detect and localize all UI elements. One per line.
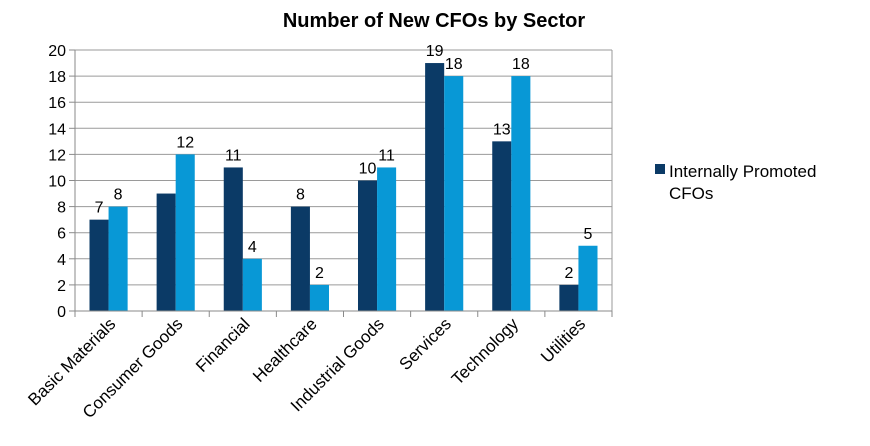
y-tick-label: 20 — [48, 43, 66, 60]
y-tick-label: 8 — [57, 200, 66, 217]
y-tick-label: 18 — [48, 69, 66, 86]
y-tick-label: 2 — [57, 278, 66, 295]
bar-series-1-utilities — [559, 284, 579, 311]
y-tick-label: 16 — [48, 95, 66, 112]
y-tick-label: 4 — [57, 252, 66, 269]
y-tick-label: 10 — [48, 174, 66, 191]
data-label: 18 — [445, 56, 463, 73]
y-axis: 0 2 4 6 8 10 12 14 16 18 20 — [48, 43, 76, 321]
data-label: 8 — [296, 187, 305, 204]
data-label: 18 — [512, 56, 530, 73]
bars: 7 11 8 10 19 13 2 8 12 4 2 11 18 18 5 — [89, 43, 598, 311]
data-label: 2 — [315, 265, 324, 282]
bar-series-2-consumer-goods — [175, 154, 195, 311]
chart-title: Number of New CFOs by Sector — [283, 10, 585, 32]
bar-series-2-healthcare — [309, 284, 330, 311]
y-tick-label: 12 — [48, 147, 66, 164]
legend: Internally Promoted CFOs — [655, 162, 821, 203]
data-label: 8 — [114, 187, 123, 204]
x-tick-label: Utilities — [537, 314, 589, 366]
y-tick-label: 14 — [48, 121, 66, 138]
data-label: 12 — [176, 134, 194, 151]
data-label: 4 — [248, 239, 257, 256]
x-tick-label: Financial — [192, 314, 254, 376]
legend-label: Internally Promoted CFOs — [669, 162, 821, 203]
bar-series-1-industrial-goods — [357, 180, 378, 311]
bar-series-1-financial — [223, 167, 243, 311]
y-tick-label: 0 — [57, 304, 66, 321]
y-tick-label: 6 — [57, 226, 66, 243]
data-label: 7 — [95, 200, 104, 217]
bar-series-2-basic-materials — [108, 206, 128, 311]
bar-series-1-consumer-goods — [156, 193, 176, 311]
bar-series-2-utilities — [578, 245, 598, 311]
bar-series-1-basic-materials — [89, 219, 109, 311]
bar-series-1-healthcare — [290, 206, 310, 311]
bar-series-2-industrial-goods — [377, 167, 397, 311]
bar-series-2-financial — [242, 258, 262, 311]
x-tick-label: Technology — [448, 314, 523, 389]
data-label: 13 — [493, 121, 511, 138]
data-label: 11 — [225, 147, 242, 164]
data-label: 11 — [378, 147, 395, 164]
gridlines — [75, 49, 613, 311]
data-label: 5 — [584, 226, 593, 243]
data-label: 19 — [426, 43, 444, 60]
data-label: 2 — [564, 265, 573, 282]
bar-series-2-technology — [511, 76, 531, 311]
bar-series-1-services — [425, 63, 445, 311]
bar-series-1-technology — [492, 141, 512, 311]
x-tick-label: Healthcare — [249, 314, 321, 386]
data-label: 10 — [359, 161, 377, 178]
bar-series-2-services — [444, 76, 464, 311]
x-tick-label: Services — [395, 314, 455, 374]
legend-swatch — [655, 164, 665, 174]
legend-label-line-1: Internally Promoted — [669, 162, 816, 181]
legend-label-line-2: CFOs — [669, 184, 713, 203]
